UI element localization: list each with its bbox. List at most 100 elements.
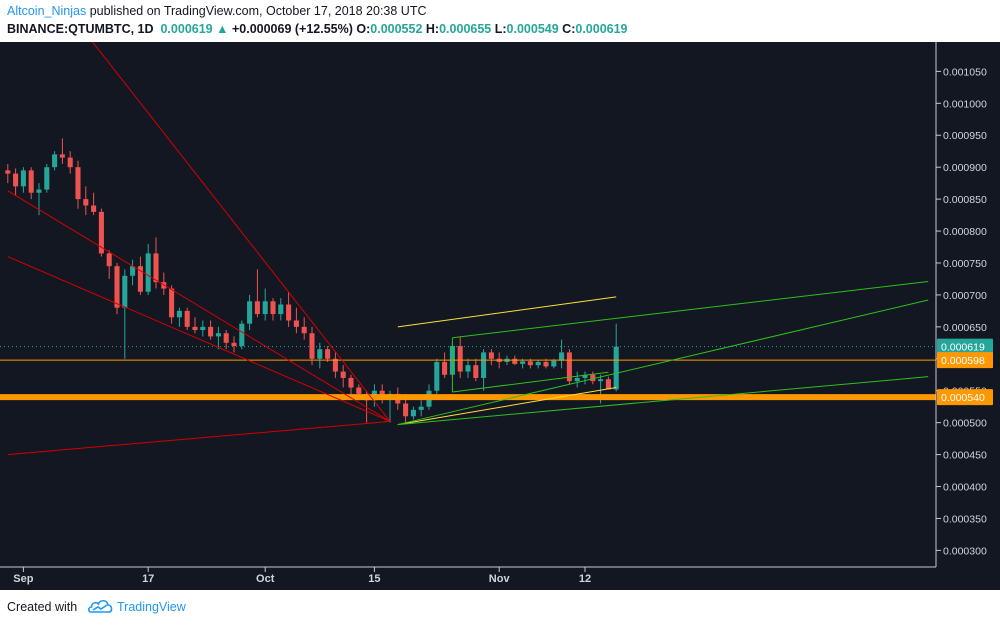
candle-body bbox=[340, 371, 346, 378]
time-tick-label: 15 bbox=[368, 573, 380, 585]
ohlc-legend: BINANCE:QTUMBTC, 1D 0.000619 ▲ +0.000069… bbox=[7, 22, 628, 36]
candle-body bbox=[176, 310, 182, 318]
price-chart[interactable]: 0.001050 0.001000 0.000950 0.000900 0.000850… bbox=[0, 42, 1000, 590]
candle-body bbox=[75, 167, 81, 200]
candle-body bbox=[59, 154, 65, 158]
price-tick-label: 0.000950 bbox=[943, 130, 987, 142]
price-tick-label: 0.000450 bbox=[943, 450, 987, 462]
open-label: O: bbox=[356, 22, 371, 36]
candle-body bbox=[184, 310, 190, 327]
close-label: C: bbox=[562, 22, 576, 36]
candle-body bbox=[44, 167, 50, 190]
candle-body bbox=[200, 326, 206, 331]
time-tick-label: 17 bbox=[142, 573, 154, 585]
time-tick-label: Nov bbox=[489, 573, 511, 585]
price-tick-label: 0.000700 bbox=[943, 290, 987, 302]
candle-body bbox=[270, 301, 276, 315]
candle-body bbox=[301, 326, 307, 334]
candle-body bbox=[559, 352, 565, 361]
price-label-box bbox=[937, 389, 993, 406]
candle-body bbox=[192, 326, 198, 331]
candle-body bbox=[83, 199, 89, 206]
candle-body bbox=[317, 349, 323, 359]
candle-body bbox=[598, 379, 604, 382]
candle-body bbox=[254, 301, 260, 315]
price-label-box bbox=[937, 352, 993, 369]
time-tick-label: 12 bbox=[579, 573, 591, 585]
trendline bbox=[397, 299, 929, 426]
candle-body bbox=[574, 377, 580, 382]
high-label: H: bbox=[425, 22, 440, 36]
price-tick-label: 0.001000 bbox=[943, 98, 987, 110]
candle-body bbox=[91, 205, 97, 212]
trendline bbox=[7, 256, 391, 422]
candle-body bbox=[208, 326, 214, 337]
candle-body bbox=[566, 352, 572, 382]
low-value: 0.000549 bbox=[506, 22, 559, 36]
price-tick-label: 0.000400 bbox=[943, 482, 987, 494]
candle-body bbox=[535, 361, 541, 366]
candle-body bbox=[286, 304, 292, 321]
candle-body bbox=[356, 387, 362, 394]
candle-body bbox=[457, 346, 463, 372]
price-label-box bbox=[937, 338, 993, 355]
created-with-text: Created with bbox=[7, 600, 78, 614]
price-tick-label: 0.000650 bbox=[943, 322, 987, 334]
price-label-text: 0.000598 bbox=[941, 355, 985, 367]
author-name[interactable]: Altcoin_Ninjas bbox=[7, 4, 87, 18]
candle-body bbox=[379, 390, 385, 398]
open-value: 0.000552 bbox=[370, 22, 423, 36]
price-tick-label: 0.000850 bbox=[943, 194, 987, 206]
tradingview-brand[interactable]: TradingView bbox=[117, 600, 186, 614]
candle-body bbox=[106, 253, 112, 267]
symbol-label: BINANCE:QTUMBTC, 1D bbox=[7, 22, 154, 36]
candle-body bbox=[223, 333, 229, 343]
candle-body bbox=[137, 266, 143, 292]
candle-body bbox=[473, 365, 479, 378]
tradingview-cloud-icon[interactable] bbox=[88, 598, 114, 614]
time-tick-label: Oct bbox=[256, 573, 275, 585]
candle-body bbox=[512, 358, 518, 364]
candle-body bbox=[13, 173, 19, 187]
trendline bbox=[397, 376, 929, 426]
trendline bbox=[91, 42, 391, 422]
time-axis-ticks: Aug13Sep17Oct15Nov12 bbox=[13, 567, 591, 585]
close-value: 0.000619 bbox=[575, 22, 628, 36]
price-tick-label: 0.001050 bbox=[943, 66, 987, 78]
candle-body bbox=[551, 360, 557, 367]
time-tick-label: Sep bbox=[13, 573, 33, 585]
candle-body bbox=[332, 358, 338, 372]
price-label-text: 0.000619 bbox=[941, 342, 985, 354]
horizontal-levels-layer bbox=[0, 346, 936, 401]
trendline bbox=[7, 420, 391, 456]
candle-body bbox=[582, 374, 588, 378]
chart-background bbox=[0, 42, 1000, 590]
candle-body bbox=[418, 406, 424, 410]
candle-body bbox=[527, 361, 533, 366]
candle-body bbox=[169, 288, 175, 318]
candle-body bbox=[67, 157, 73, 168]
last-price: 0.000619 bbox=[160, 22, 213, 36]
candle-body bbox=[278, 304, 284, 315]
candle-body bbox=[145, 253, 151, 292]
candle-body bbox=[481, 352, 487, 378]
chart-footer: Created with TradingView bbox=[0, 590, 1000, 625]
trendline bbox=[397, 387, 617, 426]
low-label: L: bbox=[494, 22, 507, 36]
candle-body bbox=[488, 352, 494, 359]
candle-body bbox=[52, 154, 58, 168]
candle-body bbox=[613, 346, 619, 390]
candle-body bbox=[442, 361, 448, 375]
trendline bbox=[452, 281, 929, 339]
candle-body bbox=[247, 301, 253, 324]
change-arrow-icon: ▲ bbox=[216, 22, 229, 36]
price-tick-label: 0.000800 bbox=[943, 226, 987, 238]
candle-body bbox=[403, 403, 409, 417]
price-axis[interactable] bbox=[936, 42, 1000, 590]
trendline bbox=[452, 371, 609, 393]
candle-body bbox=[309, 333, 315, 359]
price-tick-label: 0.000900 bbox=[943, 162, 987, 174]
candle-body bbox=[348, 377, 354, 388]
price-change: +0.000069 (+12.55%) bbox=[231, 22, 353, 36]
